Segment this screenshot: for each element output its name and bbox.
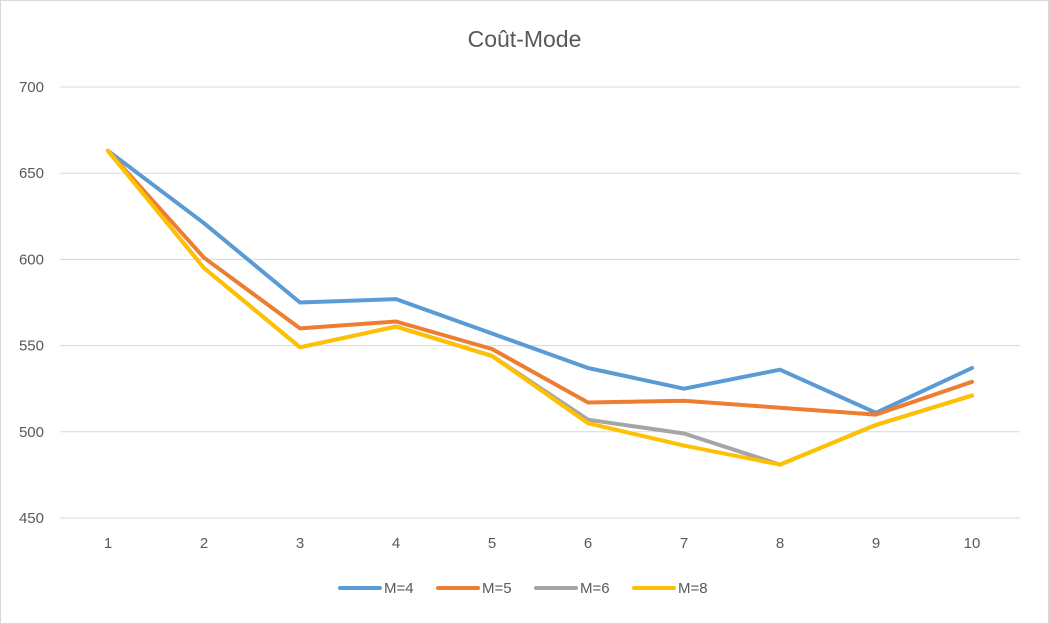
y-tick-label: 600: [19, 251, 44, 268]
x-tick-label: 2: [200, 535, 208, 552]
x-tick-label: 3: [296, 535, 304, 552]
x-tick-label: 1: [104, 535, 112, 552]
series-line-m-4: [106, 148, 974, 415]
y-tick-label: 450: [19, 510, 44, 527]
legend-label: M=4: [384, 580, 414, 597]
series-line-m-5: [106, 148, 974, 417]
y-tick-label: 500: [19, 424, 44, 441]
x-tick-label: 6: [584, 535, 592, 552]
y-tick-label: 700: [19, 79, 44, 96]
series-line-m-6: [106, 148, 974, 467]
y-tick-label: 550: [19, 338, 44, 355]
legend-label: M=6: [580, 580, 610, 597]
chart-title: Coût-Mode: [467, 26, 582, 52]
x-tick-label: 5: [488, 535, 496, 552]
x-tick-label: 8: [776, 535, 784, 552]
x-tick-label: 4: [392, 535, 400, 552]
x-tick-label: 10: [964, 535, 981, 552]
y-tick-label: 650: [19, 165, 44, 182]
series-line-m-8: [106, 148, 974, 467]
legend-label: M=5: [482, 580, 512, 597]
x-tick-label: 7: [680, 535, 688, 552]
legend-label: M=8: [678, 580, 708, 597]
x-tick-label: 9: [872, 535, 880, 552]
